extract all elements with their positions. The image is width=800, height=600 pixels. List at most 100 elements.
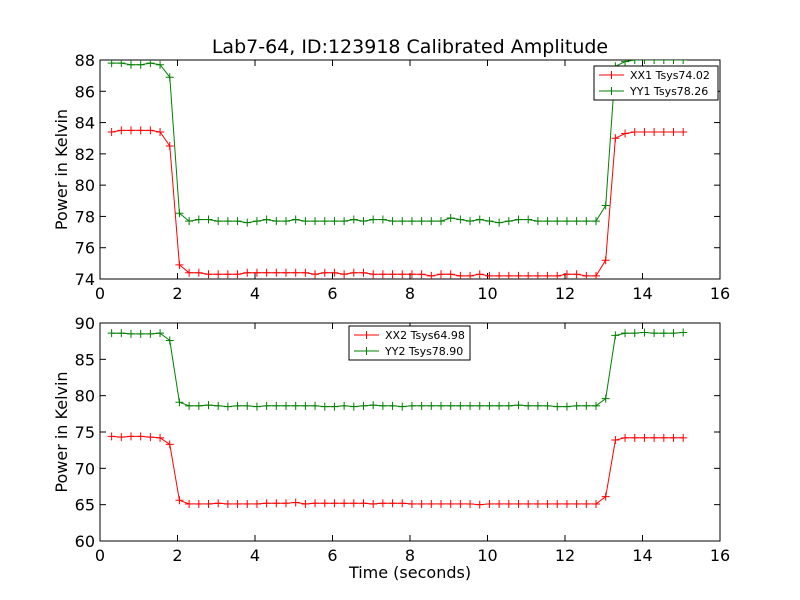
data-point xyxy=(630,127,639,136)
data-point xyxy=(650,433,659,442)
data-point xyxy=(514,215,523,224)
data-point xyxy=(127,329,135,338)
data-point xyxy=(262,268,271,277)
data-point xyxy=(223,499,232,508)
data-point xyxy=(466,217,475,226)
data-point xyxy=(650,60,659,64)
data-point xyxy=(417,499,426,508)
data-point xyxy=(349,268,358,277)
chart-title: Lab7-64, ID:123918 Calibrated Amplitude xyxy=(212,36,608,58)
data-point xyxy=(204,215,213,224)
data-point xyxy=(262,499,271,508)
data-point xyxy=(330,499,339,508)
data-point xyxy=(243,218,252,227)
data-point xyxy=(146,433,155,442)
data-point xyxy=(136,126,145,135)
data-point xyxy=(456,215,465,224)
x-tick-label: 2 xyxy=(172,284,182,303)
data-point xyxy=(562,217,571,226)
data-point xyxy=(679,60,688,64)
data-point xyxy=(437,499,445,508)
data-point xyxy=(262,401,271,410)
data-point xyxy=(165,336,174,345)
data-point xyxy=(117,60,126,68)
data-point xyxy=(252,268,261,277)
data-point xyxy=(621,60,630,66)
data-point xyxy=(233,270,242,279)
data-point xyxy=(291,401,300,410)
data-point xyxy=(262,215,271,224)
data-point xyxy=(533,271,542,279)
data-point xyxy=(417,270,426,279)
data-point xyxy=(553,217,562,226)
legend-label: XX1 Tsys74.02 xyxy=(630,69,710,82)
data-point xyxy=(252,499,261,508)
data-point xyxy=(475,500,484,509)
data-point xyxy=(504,401,513,410)
data-point xyxy=(320,499,329,508)
data-point xyxy=(146,60,155,68)
y-tick-label: 85 xyxy=(75,350,95,369)
data-point xyxy=(156,433,165,442)
data-point xyxy=(446,499,455,508)
data-point xyxy=(272,268,281,277)
legend-swatch-marker xyxy=(362,331,371,339)
data-point xyxy=(572,401,581,410)
data-point xyxy=(640,433,649,442)
data-point xyxy=(175,398,184,407)
data-point xyxy=(640,328,649,337)
data-point xyxy=(533,217,542,226)
data-point xyxy=(146,329,155,338)
data-point xyxy=(398,499,407,508)
data-point xyxy=(194,215,203,224)
data-point xyxy=(592,217,600,226)
data-point xyxy=(252,402,261,411)
data-point xyxy=(446,213,455,222)
data-point xyxy=(533,401,542,410)
data-point xyxy=(679,433,688,442)
x-tick-label: 0 xyxy=(95,284,105,303)
data-point xyxy=(185,401,194,410)
data-point xyxy=(311,499,320,508)
data-point xyxy=(427,499,436,508)
data-point xyxy=(621,433,630,442)
data-point xyxy=(204,270,213,279)
data-point xyxy=(524,401,533,410)
series-group xyxy=(107,328,688,509)
data-point xyxy=(214,270,223,279)
data-point xyxy=(340,270,349,279)
data-point xyxy=(630,433,639,442)
data-point xyxy=(107,329,116,338)
data-point xyxy=(572,217,581,226)
data-point xyxy=(495,401,504,410)
data-point xyxy=(194,401,203,410)
data-point xyxy=(156,60,165,69)
data-point xyxy=(117,329,126,338)
y-tick-label: 60 xyxy=(75,532,95,551)
data-point xyxy=(214,499,223,508)
data-point xyxy=(679,127,688,136)
data-point xyxy=(543,217,552,226)
data-point xyxy=(407,499,416,508)
x-tick-label: 0 xyxy=(95,546,105,565)
data-point xyxy=(407,217,416,226)
data-point xyxy=(650,127,659,136)
data-point xyxy=(621,129,630,138)
data-point xyxy=(214,217,223,226)
data-point xyxy=(524,215,533,224)
data-point xyxy=(175,209,184,218)
data-point xyxy=(291,268,300,277)
y-tick-label: 90 xyxy=(75,314,95,333)
data-point xyxy=(553,499,562,508)
data-point xyxy=(388,270,397,279)
data-point xyxy=(543,499,552,508)
legend-box xyxy=(348,325,471,361)
data-point xyxy=(301,268,310,277)
data-point xyxy=(378,215,387,224)
data-point xyxy=(485,499,494,508)
data-point xyxy=(349,499,358,508)
data-point xyxy=(156,127,165,136)
data-point xyxy=(369,215,378,224)
data-point xyxy=(640,127,649,136)
data-point xyxy=(504,217,513,226)
